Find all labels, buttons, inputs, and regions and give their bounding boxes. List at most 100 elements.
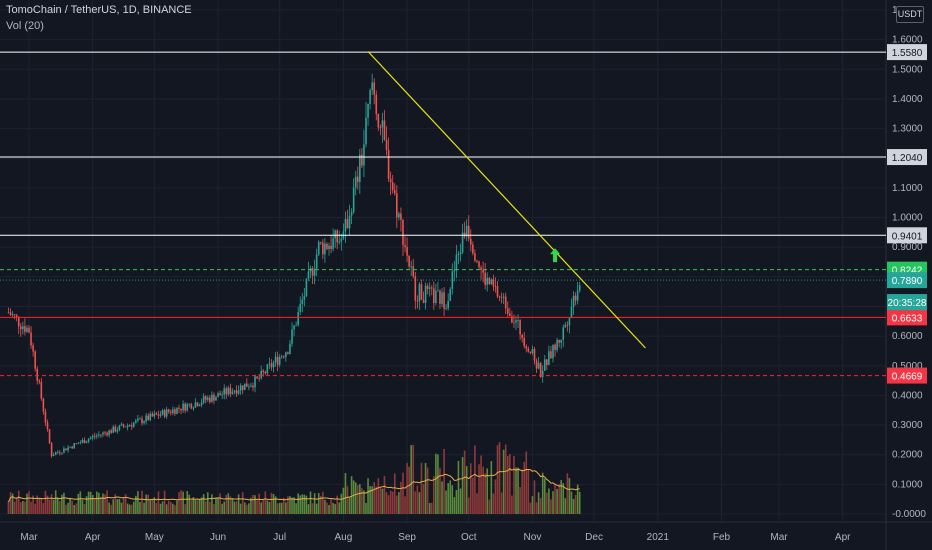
- candle-body: [336, 230, 339, 243]
- volume-bar: [572, 498, 575, 514]
- volume-bar: [7, 501, 10, 514]
- candle-body: [262, 370, 265, 373]
- volume-ma-line: [8, 468, 580, 503]
- volume-bar: [303, 494, 306, 514]
- candle-body: [141, 418, 143, 424]
- volume-bar: [558, 484, 560, 514]
- candle-body: [572, 295, 575, 307]
- symbol-title[interactable]: TomoChain / TetherUS, 1D, BINANCE: [6, 4, 192, 16]
- candle-body: [527, 348, 530, 352]
- candle-body: [529, 351, 532, 353]
- volume-bar: [182, 491, 184, 514]
- candle-body: [521, 334, 523, 339]
- volume-bar: [301, 494, 304, 514]
- volume-bar: [455, 490, 458, 514]
- candle-body: [467, 225, 470, 239]
- candle-body: [274, 356, 277, 363]
- candle-body: [517, 320, 519, 321]
- horizontal-levels[interactable]: [0, 51, 886, 377]
- time-tick-label: Jun: [210, 532, 226, 543]
- candle-body: [59, 452, 61, 454]
- candle-body: [52, 454, 55, 457]
- volume-bar: [229, 496, 232, 514]
- candle-body: [67, 447, 69, 451]
- volume-bar: [404, 496, 406, 514]
- volume-bar: [373, 482, 376, 514]
- volume-bar: [50, 494, 53, 514]
- volume-bar: [354, 482, 357, 514]
- volume-bar: [334, 504, 336, 514]
- candle-body: [313, 268, 316, 276]
- candle-body: [410, 266, 412, 268]
- trendline[interactable]: [367, 51, 646, 349]
- candle-body: [227, 387, 230, 395]
- candle-body: [126, 425, 129, 428]
- candle-body: [73, 443, 76, 449]
- volume-bar: [315, 503, 318, 514]
- volume-bar: [116, 499, 119, 514]
- volume-bar: [560, 480, 563, 514]
- volume-bar: [336, 495, 339, 514]
- volume-bar: [383, 475, 386, 514]
- candle-body: [264, 372, 267, 374]
- volume-bar: [400, 481, 402, 514]
- candle-body: [334, 230, 336, 239]
- candle-body: [414, 276, 417, 301]
- candle-body: [562, 327, 565, 340]
- candle-body: [54, 452, 57, 455]
- candle-body: [461, 232, 464, 253]
- volume-bar: [326, 502, 328, 514]
- volume-bar: [34, 503, 36, 514]
- candle-body: [280, 356, 283, 358]
- candle-body: [541, 370, 544, 377]
- currency-button[interactable]: USDT: [896, 6, 924, 23]
- volume-bar: [262, 500, 265, 514]
- candle-body: [408, 255, 410, 267]
- candle-body: [504, 296, 507, 309]
- volume-bar: [106, 490, 108, 514]
- volume-bar: [387, 495, 390, 514]
- volume-bar: [143, 502, 145, 514]
- candle-body: [151, 413, 154, 417]
- price-tick-label: 1.0000: [892, 213, 923, 224]
- candle-body: [396, 193, 398, 218]
- candle-body: [295, 325, 297, 326]
- volume-bar: [389, 490, 392, 514]
- volume-bar: [283, 497, 285, 514]
- volume-bar: [254, 495, 256, 514]
- volume-bar: [132, 501, 135, 514]
- candle-body: [531, 348, 534, 353]
- candle-body: [85, 441, 88, 444]
- candle-body: [237, 390, 240, 394]
- candle-body: [324, 243, 326, 255]
- candle-body: [69, 446, 71, 448]
- volume-bar: [42, 503, 45, 514]
- volume-bar: [176, 500, 178, 514]
- volume-bar: [568, 478, 571, 514]
- volume-bar: [32, 495, 34, 514]
- volume-bar: [359, 484, 361, 514]
- volume-bar: [365, 502, 367, 514]
- candle-body: [354, 176, 357, 188]
- volume-bar: [231, 498, 234, 514]
- candle-body: [548, 351, 550, 365]
- volume-bar: [280, 502, 283, 514]
- candle-body: [457, 254, 460, 255]
- volume-bar: [439, 467, 441, 514]
- volume-bar: [428, 503, 431, 514]
- volume-bar: [61, 494, 63, 514]
- candle-body: [293, 325, 295, 330]
- volume-bar: [89, 491, 92, 514]
- candle-body: [163, 410, 166, 417]
- volume-bar: [17, 490, 20, 514]
- volume-bar: [443, 448, 445, 514]
- volume-bar: [539, 497, 542, 514]
- candle-body: [474, 253, 476, 261]
- volume-bar: [437, 454, 439, 514]
- time-axis[interactable]: Mar Apr May Jun Jul Aug Sep Oct Nov Dec 2021 Feb Mar…: [20, 532, 851, 543]
- candle-body: [112, 426, 115, 433]
- indicator-label[interactable]: Vol (20): [6, 20, 44, 32]
- price-tick-label: 0.9000: [892, 242, 923, 253]
- candle-body: [287, 352, 289, 354]
